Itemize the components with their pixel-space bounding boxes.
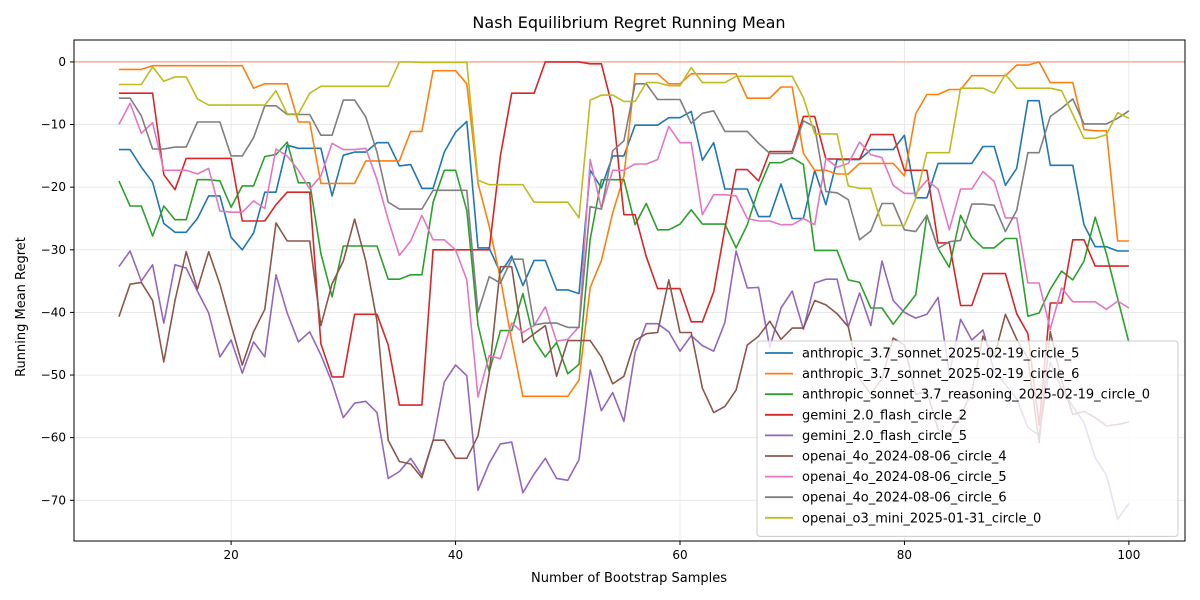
x-tick-label: 60 <box>672 548 687 562</box>
legend-label: anthropic_sonnet_3.7_reasoning_2025-02-1… <box>802 388 1150 403</box>
y-tick-label: −30 <box>41 243 66 257</box>
legend-label: anthropic_3.7_sonnet_2025-02-19_circle_6 <box>802 367 1079 382</box>
series-line-4 <box>118 61 1129 426</box>
x-tick-label: 80 <box>897 548 912 562</box>
y-axis-title: Running Mean Regret <box>14 237 29 377</box>
series-line-1 <box>118 99 1129 295</box>
legend-label: openai_4o_2024-08-06_circle_4 <box>802 450 1007 465</box>
series-line-7 <box>118 102 1130 398</box>
legend-label: openai_4o_2024-08-06_circle_5 <box>802 470 1007 485</box>
legend-box <box>756 340 1179 537</box>
axis-ticks: 20 40 60 80 100 0 −10 −20 −30 −40 −50 −60 −70 <box>41 55 1141 562</box>
y-tick-label: −70 <box>41 493 66 507</box>
chart-title: Nash Equilibrium Regret Running Mean <box>472 13 785 32</box>
y-tick-label: −20 <box>41 180 66 194</box>
series-line-5 <box>118 250 1130 520</box>
plot-frame <box>73 39 1186 542</box>
y-tick-label: 0 <box>58 55 66 69</box>
series-line-3 <box>118 141 1130 375</box>
legend-label: anthropic_3.7_sonnet_2025-02-19_circle_5 <box>802 347 1079 362</box>
legend-label: gemini_2.0_flash_circle_2 <box>802 408 967 423</box>
y-tick-label: −60 <box>41 431 66 445</box>
x-tick-label: 20 <box>223 548 238 562</box>
y-tick-label: −40 <box>41 305 66 319</box>
legend: anthropic_3.7_sonnet_2025-02-19_circle_5… <box>756 340 1179 537</box>
y-tick-label: −10 <box>41 118 66 132</box>
y-tick-label: −50 <box>41 368 66 382</box>
x-tick-label: 40 <box>448 548 463 562</box>
legend-label: openai_4o_2024-08-06_circle_6 <box>802 491 1007 506</box>
legend-label: openai_o3_mini_2025-01-31_circle_0 <box>802 511 1041 526</box>
legend-label: gemini_2.0_flash_circle_5 <box>802 429 967 444</box>
series-line-9 <box>118 61 1130 227</box>
x-tick-label: 100 <box>1117 548 1140 562</box>
x-axis-title: Number of Bootstrap Samples <box>531 571 727 586</box>
